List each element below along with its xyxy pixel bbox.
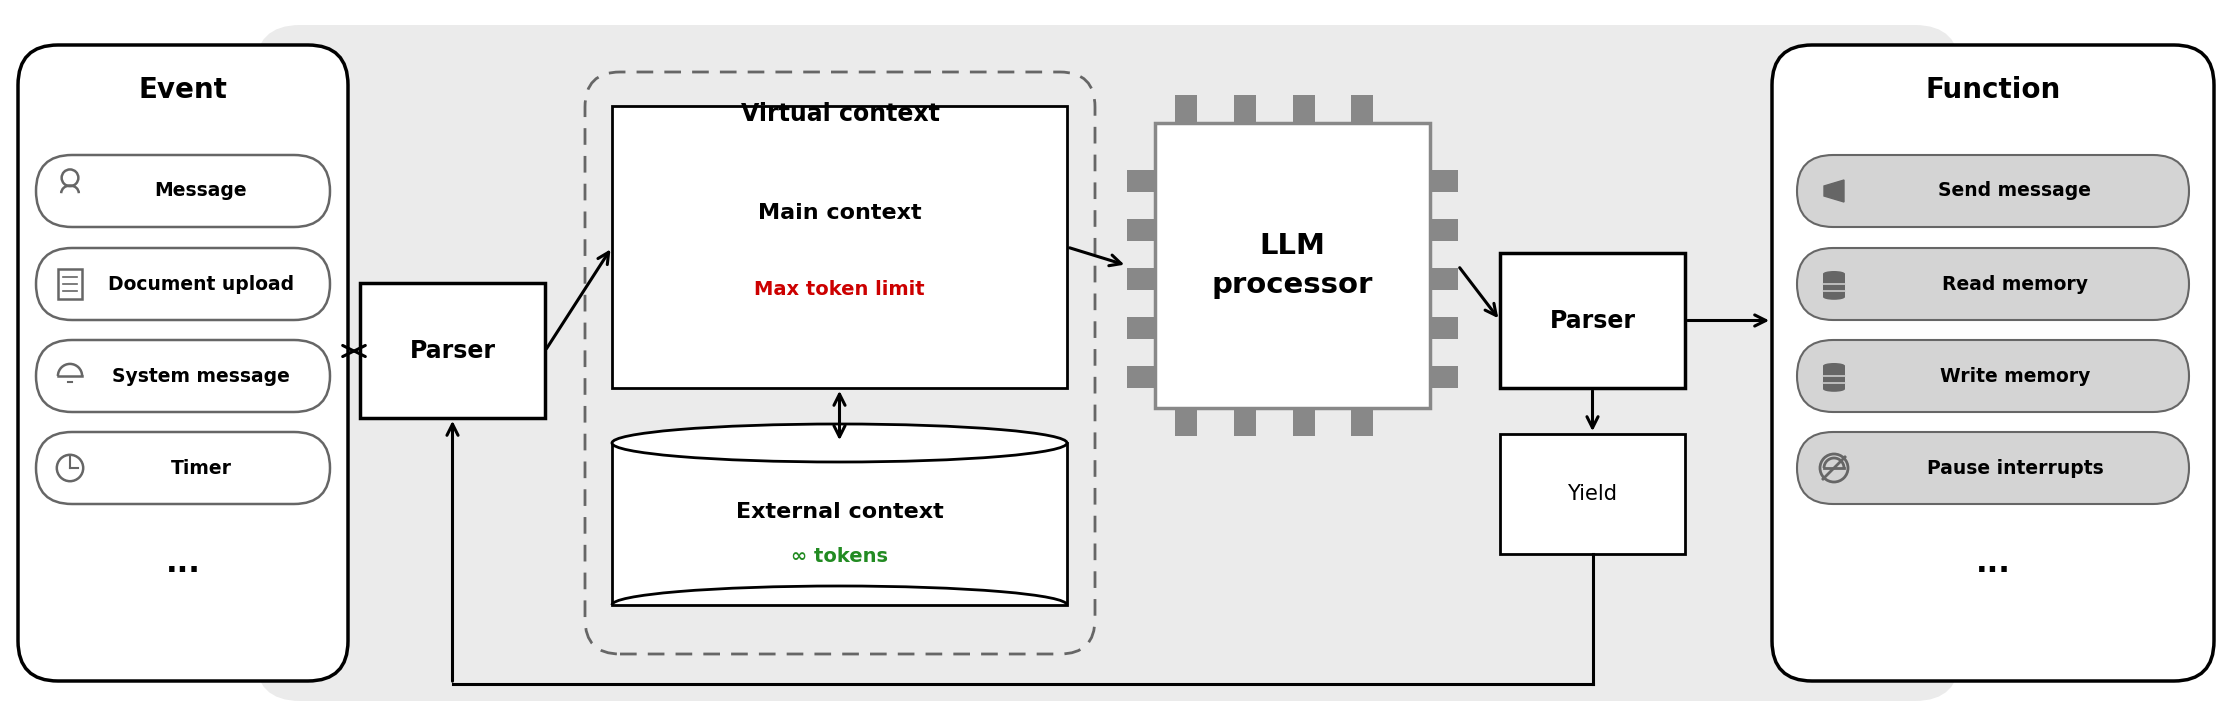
- Bar: [1233, 408, 1256, 436]
- Bar: [1430, 366, 1457, 388]
- Bar: [1155, 123, 1430, 408]
- Text: Parser: Parser: [410, 338, 495, 362]
- Bar: [1430, 170, 1457, 192]
- FancyBboxPatch shape: [1797, 155, 2189, 227]
- Bar: [1175, 95, 1197, 123]
- Bar: [1824, 366, 1844, 389]
- Text: ∞ tokens: ∞ tokens: [790, 547, 888, 566]
- Text: Max token limit: Max token limit: [754, 280, 924, 299]
- Ellipse shape: [1824, 363, 1844, 369]
- Text: External context: External context: [736, 502, 944, 522]
- Text: System message: System message: [112, 367, 291, 386]
- Polygon shape: [1824, 180, 1844, 202]
- Ellipse shape: [1824, 271, 1844, 277]
- Bar: [1294, 408, 1314, 436]
- Text: Function: Function: [1925, 76, 2061, 104]
- Text: Read memory: Read memory: [1943, 274, 2088, 293]
- Bar: [1824, 274, 1844, 297]
- FancyBboxPatch shape: [36, 340, 329, 412]
- Bar: [1128, 366, 1155, 388]
- Bar: [1233, 95, 1256, 123]
- FancyBboxPatch shape: [1797, 432, 2189, 504]
- Text: Event: Event: [139, 76, 228, 104]
- Bar: [1175, 408, 1197, 436]
- Bar: [1128, 170, 1155, 192]
- Bar: [1499, 434, 1685, 554]
- Bar: [360, 283, 546, 418]
- Text: Main context: Main context: [759, 203, 922, 223]
- Ellipse shape: [1824, 386, 1844, 392]
- Bar: [1352, 95, 1374, 123]
- Bar: [1294, 95, 1314, 123]
- FancyBboxPatch shape: [1797, 248, 2189, 320]
- Bar: [1430, 219, 1457, 241]
- Text: Send message: Send message: [1938, 182, 2093, 200]
- Bar: [1128, 268, 1155, 290]
- Bar: [1352, 408, 1374, 436]
- FancyBboxPatch shape: [18, 45, 347, 681]
- FancyBboxPatch shape: [36, 432, 329, 504]
- FancyBboxPatch shape: [1772, 45, 2213, 681]
- Bar: [611, 443, 1068, 605]
- Text: Parser: Parser: [1549, 309, 1636, 333]
- FancyBboxPatch shape: [36, 155, 329, 227]
- Bar: [58, 269, 83, 299]
- Bar: [1128, 219, 1155, 241]
- Text: Message: Message: [154, 182, 248, 200]
- FancyBboxPatch shape: [1797, 340, 2189, 412]
- Text: Document upload: Document upload: [107, 274, 293, 293]
- Text: LLM
processor: LLM processor: [1211, 232, 1374, 299]
- Text: Yield: Yield: [1567, 484, 1618, 504]
- Text: ...: ...: [166, 550, 201, 579]
- Text: Pause interrupts: Pause interrupts: [1927, 459, 2104, 478]
- Bar: [1430, 317, 1457, 339]
- Ellipse shape: [611, 424, 1068, 462]
- Text: Timer: Timer: [170, 459, 231, 478]
- Text: Virtual context: Virtual context: [741, 102, 940, 126]
- FancyBboxPatch shape: [36, 248, 329, 320]
- Text: ...: ...: [1976, 550, 2010, 579]
- Bar: [1128, 317, 1155, 339]
- Text: Write memory: Write memory: [1940, 367, 2090, 386]
- Bar: [1499, 253, 1685, 388]
- Ellipse shape: [1824, 294, 1844, 300]
- FancyBboxPatch shape: [584, 72, 1094, 654]
- Bar: [611, 106, 1068, 388]
- Bar: [1430, 268, 1457, 290]
- FancyBboxPatch shape: [255, 25, 1960, 701]
